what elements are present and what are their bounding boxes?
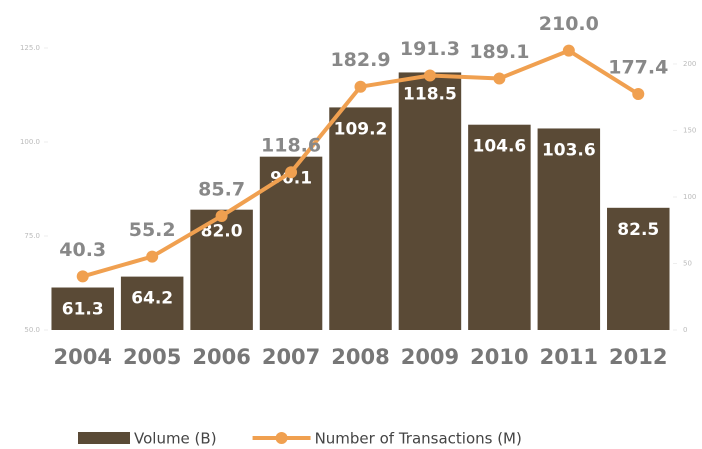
y-tick-label: 50.0 bbox=[24, 326, 40, 334]
legend-swatch bbox=[275, 432, 288, 444]
line-point bbox=[76, 270, 89, 283]
line-value-label: 118.6 bbox=[261, 135, 321, 157]
legend-label: Number of Transactions (M) bbox=[315, 430, 522, 448]
bar-value-label: 96.1 bbox=[270, 169, 312, 189]
y-tick-label: 75.0 bbox=[24, 232, 40, 240]
y-tick-label: 100.0 bbox=[20, 138, 40, 146]
bar bbox=[537, 128, 601, 330]
line-value-label: 210.0 bbox=[539, 13, 599, 35]
x-tick-label: 2010 bbox=[470, 345, 528, 369]
line-point bbox=[285, 166, 298, 179]
bar-value-label: 103.6 bbox=[542, 140, 596, 160]
bar bbox=[329, 107, 392, 331]
legend-label: Volume (B) bbox=[134, 430, 217, 448]
bar bbox=[398, 72, 462, 330]
x-tick-label: 2004 bbox=[53, 345, 111, 369]
bar-value-label: 118.5 bbox=[403, 84, 457, 104]
line-point bbox=[354, 80, 367, 93]
line-value-label: 40.3 bbox=[59, 239, 106, 261]
bar bbox=[607, 207, 670, 330]
x-tick-label: 2008 bbox=[331, 345, 389, 369]
line-point bbox=[146, 250, 159, 263]
x-tick-label: 2012 bbox=[609, 345, 667, 369]
line-value-label: 189.1 bbox=[469, 41, 529, 63]
line-value-label: 177.4 bbox=[608, 57, 668, 79]
line-point bbox=[493, 72, 506, 85]
bar-value-label: 82.0 bbox=[201, 222, 243, 242]
bar-value-label: 61.3 bbox=[62, 300, 104, 320]
line-point bbox=[632, 88, 645, 101]
x-tick-label: 2009 bbox=[401, 345, 459, 369]
bar bbox=[468, 124, 531, 330]
line-value-label: 55.2 bbox=[129, 219, 176, 241]
x-tick-label: 2007 bbox=[262, 345, 320, 369]
bar bbox=[120, 276, 184, 330]
line-value-label: 182.9 bbox=[330, 49, 390, 71]
bar-value-label: 64.2 bbox=[131, 289, 173, 309]
bar bbox=[51, 287, 114, 330]
y2-tick-label: 200 bbox=[683, 60, 696, 68]
y2-tick-label: 100 bbox=[683, 193, 696, 201]
y2-tick-label: 0 bbox=[683, 326, 687, 334]
bar-value-label: 82.5 bbox=[617, 220, 659, 240]
y2-tick-label: 50 bbox=[683, 259, 692, 267]
y2-tick-label: 150 bbox=[683, 126, 696, 134]
legend-swatch bbox=[78, 432, 130, 444]
y-tick-label: 125.0 bbox=[20, 44, 40, 52]
line-value-label: 191.3 bbox=[400, 38, 460, 60]
line-point bbox=[423, 69, 436, 82]
line-value-label: 85.7 bbox=[198, 179, 245, 201]
x-tick-label: 2005 bbox=[123, 345, 181, 369]
bar-value-label: 104.6 bbox=[472, 137, 526, 157]
x-tick-label: 2011 bbox=[540, 345, 598, 369]
x-tick-label: 2006 bbox=[192, 345, 250, 369]
line-point bbox=[215, 210, 228, 223]
line-point bbox=[562, 44, 575, 57]
bar-value-label: 109.2 bbox=[334, 119, 388, 139]
